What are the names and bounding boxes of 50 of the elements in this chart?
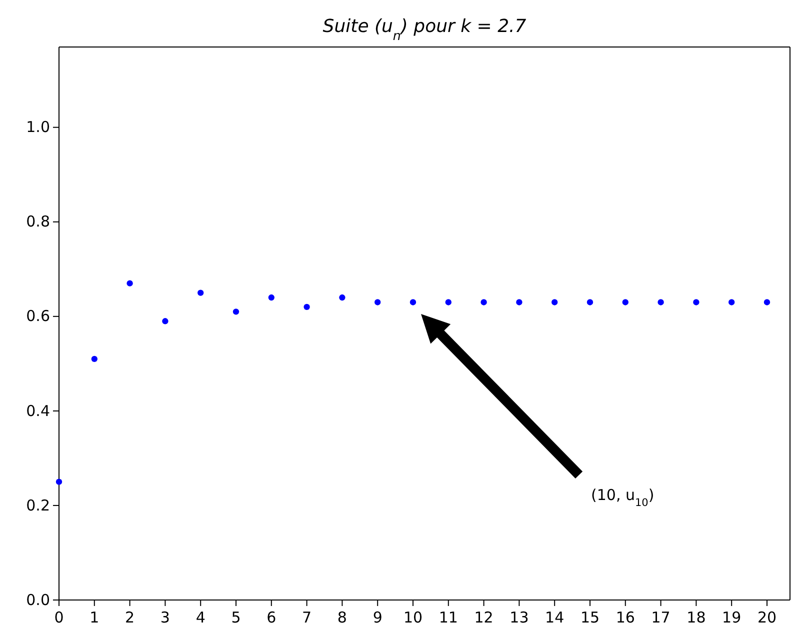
annotation: (10, u$_{10}$)	[591, 486, 654, 509]
y-tick-label: 0.8	[26, 212, 50, 231]
point	[622, 299, 628, 306]
point	[445, 299, 452, 306]
x-tick-label: 13	[510, 608, 529, 626]
point	[268, 294, 274, 301]
point	[480, 299, 487, 306]
point	[586, 299, 594, 306]
point	[658, 299, 664, 306]
x-tick-label: 11	[438, 608, 458, 626]
x-tick-label: 19	[722, 608, 742, 626]
point	[304, 304, 310, 310]
chart-title: Suite (u$_{n}$) pour k = 2.7	[322, 16, 527, 42]
point	[56, 478, 62, 485]
y-tick-label: 0.0	[26, 590, 50, 609]
point	[410, 299, 416, 306]
x-tick-label: 4	[196, 608, 206, 626]
point	[728, 299, 735, 306]
x-tick-label: 2	[125, 608, 135, 626]
x-tick-label: 10	[403, 608, 423, 626]
x-tick-label: 6	[266, 608, 276, 626]
point	[198, 290, 204, 296]
x-tick-label: 8	[337, 608, 347, 626]
x-tick-label: 0	[54, 608, 64, 626]
y-tick-label: 0.4	[26, 402, 50, 420]
x-tick-label: 9	[372, 608, 382, 626]
x-tick-label: 7	[302, 608, 312, 626]
x-tick-label: 20	[757, 608, 777, 626]
point	[516, 299, 522, 306]
x-tick-label: 16	[616, 608, 635, 626]
y-tick-label: 1.0	[26, 118, 50, 136]
point	[91, 356, 98, 362]
y-tick-label: 0.6	[26, 307, 50, 326]
point	[126, 280, 133, 286]
y-tick-label: 0.2	[26, 496, 50, 514]
x-tick-label: 14	[545, 608, 564, 626]
point	[693, 299, 700, 306]
x-tick-label: 1	[90, 608, 100, 626]
x-tick-label: 17	[651, 608, 670, 626]
x-tick-label: 5	[231, 608, 241, 626]
point	[374, 299, 381, 306]
point	[764, 299, 770, 306]
point	[339, 294, 346, 301]
point	[162, 318, 168, 324]
x-tick-label: 15	[580, 608, 600, 626]
point	[552, 299, 558, 306]
x-tick-label: 18	[686, 608, 706, 626]
point	[232, 308, 240, 315]
x-tick-label: 12	[474, 608, 494, 626]
x-tick-label: 3	[160, 608, 170, 626]
